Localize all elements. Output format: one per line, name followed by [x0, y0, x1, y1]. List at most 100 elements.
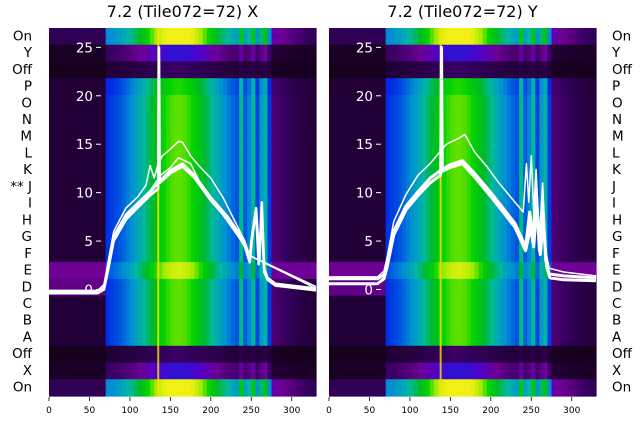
heatmap-cell: [575, 362, 581, 380]
heatmap-cell: [77, 329, 82, 347]
heatmap-cell: [61, 228, 66, 247]
heatmap-cell: [239, 379, 244, 397]
heatmap-cell: [583, 161, 589, 180]
heatmap-cell: [478, 379, 484, 397]
heatmap-cell: [227, 262, 232, 280]
heatmap-cell: [458, 312, 464, 330]
heatmap-cell: [466, 145, 472, 163]
heatmap-cell: [138, 329, 143, 347]
heatmap-cell: [117, 295, 123, 313]
heatmap-cell: [303, 329, 309, 347]
heatmap-cell: [303, 195, 309, 213]
heatmap-cell: [418, 362, 423, 380]
heatmap-cell: [426, 78, 431, 96]
heatmap-cell: [121, 262, 127, 280]
heatmap-cell: [345, 161, 350, 180]
heatmap-cell: [287, 312, 293, 330]
heatmap-cell: [231, 28, 236, 46]
heatmap-cell: [311, 145, 317, 163]
heatmap-cell: [498, 379, 504, 397]
heatmap-cell: [117, 329, 123, 347]
heatmap-cell: [365, 362, 371, 380]
heatmap-cell: [206, 195, 212, 213]
heatmap-cell: [397, 228, 403, 247]
heatmap-cell: [385, 61, 391, 79]
heatmap-cell: [434, 262, 439, 280]
heatmap-cell: [567, 78, 573, 96]
heatmap-cell: [349, 379, 354, 397]
heatmap-cell: [458, 44, 464, 63]
heatmap-cell: [255, 379, 260, 397]
heatmap-cell: [109, 161, 115, 180]
heatmap-cell: [182, 128, 188, 146]
heatmap-cell: [442, 178, 447, 196]
heatmap-cell: [337, 262, 342, 280]
heatmap-cell: [446, 111, 451, 129]
heatmap-cell: [555, 362, 561, 380]
heatmap-cell: [202, 312, 208, 330]
heatmap-cell: [515, 128, 520, 146]
heatmap-cell: [430, 228, 435, 247]
heatmap-cell: [287, 262, 293, 280]
heatmap-cell: [498, 61, 504, 79]
heatmap-cell: [125, 28, 131, 46]
heatmap-cell: [97, 44, 103, 63]
heatmap-cell: [214, 94, 220, 113]
heatmap-cell: [563, 278, 569, 297]
heatmap-cell: [251, 262, 256, 280]
heatmap-cell: [349, 228, 354, 247]
heatmap-cell: [202, 44, 208, 63]
heatmap-cell: [329, 379, 334, 397]
heatmap-cell: [311, 94, 317, 113]
heatmap-cell: [422, 228, 427, 247]
heatmap-cell: [381, 28, 387, 46]
heatmap-cell: [194, 161, 200, 180]
heatmap-cell: [93, 262, 99, 280]
heatmap-cell: [65, 379, 70, 397]
heatmap-cell: [283, 312, 289, 330]
heatmap-cell: [49, 44, 54, 63]
heatmap-cell: [482, 329, 488, 347]
heatmap-cell: [341, 195, 346, 213]
heatmap-cell: [218, 245, 224, 263]
heatmap-cell: [49, 345, 54, 364]
heatmap-cell: [543, 262, 549, 280]
heatmap-cell: [154, 379, 159, 397]
heatmap-cell: [210, 128, 216, 146]
heatmap-cell: [311, 111, 317, 129]
heatmap-cell: [190, 128, 196, 146]
heatmap-cell: [307, 161, 313, 180]
heatmap-cell: [333, 44, 338, 63]
heatmap-cell: [291, 111, 297, 129]
heatmap-cell: [142, 212, 147, 230]
heatmap-cell: [426, 262, 431, 280]
heatmap-cell: [458, 278, 464, 297]
heatmap-cell: [551, 262, 557, 280]
heatmap-cell: [93, 329, 99, 347]
heatmap-cell: [206, 245, 212, 263]
heatmap-cell: [539, 312, 545, 330]
heatmap-cell: [563, 78, 569, 96]
heatmap-cell: [397, 78, 403, 96]
heatmap-cell: [182, 245, 188, 263]
heatmap-cell: [222, 195, 228, 213]
heatmap-cell: [170, 195, 176, 213]
heatmap-cell: [251, 161, 256, 180]
heatmap-cell: [567, 278, 573, 297]
heatmap-cell: [474, 128, 480, 146]
heatmap-cell: [377, 295, 383, 313]
heatmap-cell: [251, 61, 256, 79]
heatmap-cell: [442, 295, 447, 313]
heatmap-cell: [202, 228, 208, 247]
heatmap-cell: [57, 295, 62, 313]
heatmap-cell: [158, 379, 163, 397]
heatmap-cell: [519, 145, 524, 163]
heatmap-cell: [235, 78, 240, 96]
heatmap-cell: [329, 212, 334, 230]
heatmap-cell: [462, 278, 468, 297]
heatmap-cell: [65, 61, 70, 79]
heatmap-cell: [389, 345, 395, 364]
heatmap-cell: [450, 228, 456, 247]
heatmap-cell: [337, 379, 342, 397]
heatmap-cell: [49, 295, 54, 313]
